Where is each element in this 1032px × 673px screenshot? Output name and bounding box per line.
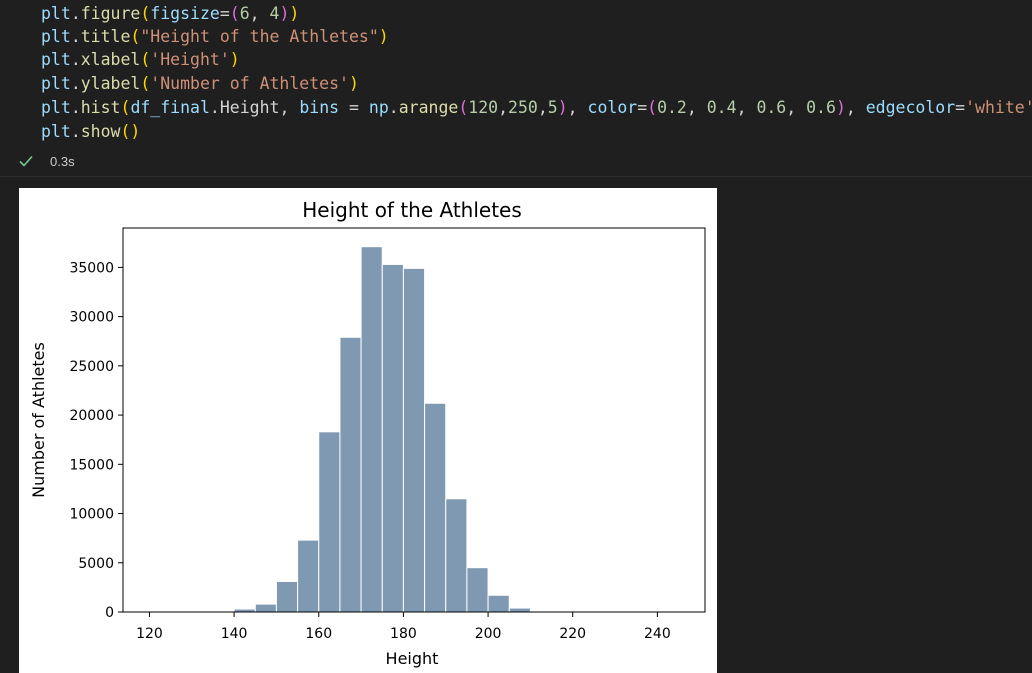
histogram-bar (445, 498, 468, 613)
code-cell[interactable]: plt.figure(figsize=(6, 4)) plt.title("He… (0, 0, 1032, 148)
x-tick-label: 220 (559, 626, 586, 642)
histogram-chart: Height of the Athletes Height Number of … (29, 198, 706, 668)
y-tick-label: 10000 (69, 507, 114, 523)
code-line-3: plt.xlabel('Height') (41, 50, 240, 69)
histogram-bar (297, 539, 320, 613)
code-line-5: plt.hist(df_final.Height, bins = np.aran… (41, 98, 1032, 117)
histogram-bar (254, 603, 277, 613)
check-icon (19, 155, 33, 167)
histogram-bar (466, 567, 489, 613)
y-tick-label: 20000 (69, 408, 114, 424)
histogram-bar (275, 580, 299, 613)
x-tick-label: 200 (475, 626, 502, 642)
axes-frame (122, 227, 706, 613)
x-axis-label: Height (386, 649, 439, 668)
histogram-bar (487, 594, 510, 613)
histogram-bar (318, 431, 341, 613)
code-line-2: plt.title("Height of the Athletes") (41, 27, 389, 46)
y-tick-label: 30000 (69, 310, 114, 326)
y-tick-label: 35000 (69, 260, 114, 276)
histogram-bar (508, 607, 531, 613)
y-tick-label: 0 (105, 605, 114, 621)
histogram-bar (339, 336, 362, 613)
x-axis-ticks: 120 140 160 180 200 220 240 (136, 612, 671, 642)
x-tick-label: 120 (136, 626, 163, 642)
code-line-6: plt.show() (41, 122, 141, 141)
histogram-figure: Height of the Athletes Height Number of … (19, 188, 717, 673)
code-line-1: plt.figure(figsize=(6, 4)) (41, 4, 300, 23)
histogram-bars (233, 246, 553, 613)
y-tick-label: 5000 (78, 556, 114, 572)
histogram-bar (381, 263, 404, 613)
chart-title: Height of the Athletes (302, 198, 522, 222)
execution-time: 0.3s (50, 154, 75, 169)
y-axis-ticks: 0 5000 10000 15000 20000 25000 30000 35000 (69, 260, 123, 621)
y-tick-label: 15000 (69, 457, 114, 473)
code-line-4: plt.ylabel('Number of Athletes') (41, 74, 359, 93)
y-axis-label: Number of Athletes (29, 342, 48, 498)
x-tick-label: 140 (221, 626, 248, 642)
cell-status-bar: 0.3s (0, 148, 1032, 177)
y-tick-label: 25000 (69, 359, 114, 375)
x-tick-label: 180 (390, 626, 417, 642)
x-tick-label: 240 (644, 626, 671, 642)
histogram-bar (360, 246, 383, 613)
x-tick-label: 160 (305, 626, 332, 642)
histogram-bar (424, 402, 447, 613)
histogram-bar (402, 267, 426, 613)
